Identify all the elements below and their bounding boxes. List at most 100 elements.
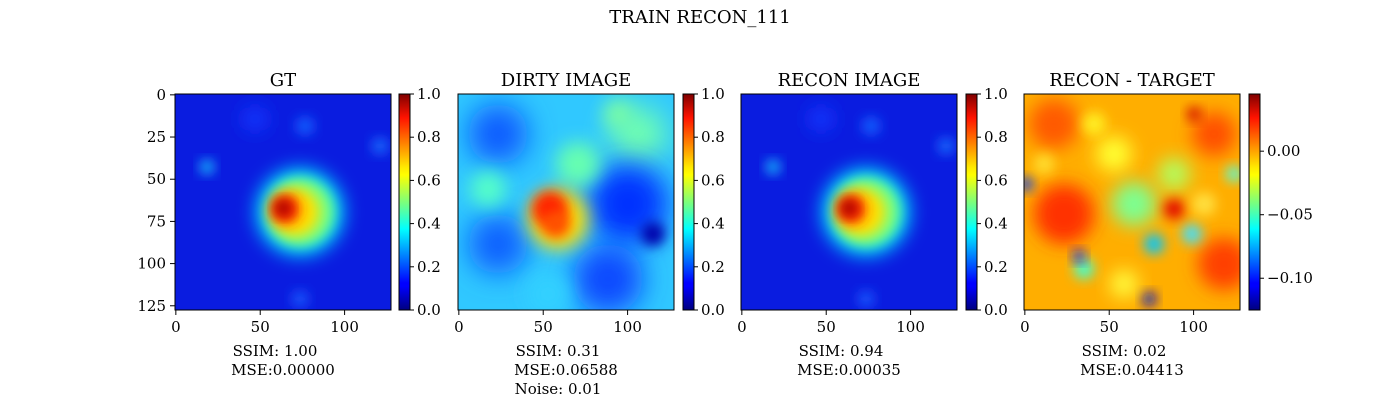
y-tick-label: 125	[137, 297, 166, 315]
subplot-title: GT	[270, 70, 296, 91]
metric-label: MSE:0.00035	[797, 361, 901, 379]
heatmap-blob	[1192, 192, 1216, 216]
colorbar-tick-label: 0.4	[984, 215, 1008, 233]
subplot-3: RECON IMAGE 0 50 100 0.0 0.2 0.4 0.6 0.8 1.0 SSIM:…	[737, 70, 1008, 379]
colorbar-tick-label: 0.4	[417, 215, 441, 233]
metric-label: MSE:0.04413	[1080, 361, 1184, 379]
heatmap-blob	[1074, 259, 1094, 279]
heatmap-blob	[526, 272, 570, 310]
colorbar-tick-label: 0.00	[1267, 142, 1300, 160]
x-tick-label: 0	[171, 318, 181, 336]
heatmap-blob	[468, 214, 528, 274]
heatmap-blob	[1029, 99, 1079, 149]
heatmap-blob	[1034, 184, 1094, 244]
colorbar-tick-label: 0.6	[417, 171, 441, 189]
heatmap-blob	[1082, 112, 1106, 136]
colorbar-tick-label: 0.6	[984, 171, 1008, 189]
colorbar-tick-label: 1.0	[701, 85, 725, 103]
colorbar-tick-label: 1.0	[417, 85, 441, 103]
heatmap-blob	[1024, 177, 1033, 191]
heatmap-blob	[556, 142, 600, 186]
x-tick-label: 0	[737, 318, 747, 336]
colorbar	[1248, 93, 1261, 311]
y-tick-label: 0	[156, 86, 166, 104]
heatmap-blob	[1110, 270, 1138, 298]
colorbar-tick-label: −0.10	[1267, 269, 1313, 287]
y-tick-label: 25	[147, 128, 166, 146]
heatmap-blob	[604, 100, 632, 128]
colorbar-tick-label: 1.0	[984, 85, 1008, 103]
heatmap-blob	[809, 107, 833, 131]
colorbar-tick-label: 0.2	[984, 258, 1008, 276]
heatmap-blob	[858, 291, 874, 307]
colorbar-tick-label: 0.4	[701, 215, 725, 233]
colorbar-tick-label: 0.0	[417, 301, 441, 319]
heatmap-blob	[1073, 250, 1085, 262]
axes-frame	[174, 93, 392, 311]
heatmap-blob	[292, 291, 308, 307]
heatmap-blob	[1182, 224, 1202, 244]
heatmap-blob	[1226, 166, 1240, 182]
heatmap-blob	[766, 160, 780, 174]
colorbar	[965, 93, 978, 311]
colorbar-tick-label: 0.0	[701, 301, 725, 319]
heatmap-blob	[1187, 107, 1201, 121]
heatmap-blob	[1192, 112, 1236, 156]
heatmap-blob	[841, 200, 857, 216]
y-tick-label: 75	[147, 212, 166, 230]
colorbar	[682, 93, 695, 311]
heatmap-image	[458, 94, 674, 310]
metric-label: Noise: 0.01	[515, 380, 602, 398]
x-tick-label: 100	[613, 318, 642, 336]
colorbar-tick-label: 0.8	[417, 128, 441, 146]
axes-frame	[457, 93, 675, 311]
subplot-title: RECON IMAGE	[778, 70, 921, 91]
heatmap-blob	[1164, 199, 1184, 219]
x-tick-label: 100	[330, 318, 359, 336]
colorbar-tick-label: 0.2	[417, 258, 441, 276]
heatmap-blob	[1096, 136, 1132, 172]
colorbar-tick-label: −0.05	[1267, 206, 1313, 224]
x-tick-label: 50	[817, 318, 836, 336]
heatmap-blob	[1144, 234, 1164, 254]
metric-label: SSIM: 0.31	[516, 342, 601, 360]
heatmap-blob	[470, 171, 506, 207]
heatmap-blob	[938, 138, 954, 154]
metric-label: SSIM: 1.00	[233, 342, 318, 360]
heatmap-blob	[243, 107, 267, 131]
y-tick-label: 100	[137, 255, 166, 273]
heatmap-blob	[862, 117, 880, 135]
heatmap-blob	[296, 117, 314, 135]
heatmap-blob	[573, 244, 643, 310]
heatmap-blob	[1158, 158, 1190, 190]
x-tick-label: 0	[454, 318, 464, 336]
x-tick-label: 50	[251, 318, 270, 336]
subplot-title: RECON - TARGET	[1049, 70, 1215, 91]
subplot-title: DIRTY IMAGE	[501, 70, 631, 91]
axes-frame	[1023, 93, 1241, 311]
heatmap-blob	[468, 104, 528, 164]
heatmap-blob	[275, 200, 291, 216]
colorbar-tick-label: 0.8	[701, 128, 725, 146]
subplot-2: DIRTY IMAGE 0 50 100 0.0 0.2 0.4 0.6 0.8 1.0 SSIM:…	[454, 70, 725, 398]
colorbar	[398, 93, 411, 311]
heatmap-blob	[641, 222, 665, 246]
figure-title: TRAIN RECON_111	[609, 7, 790, 28]
heatmap-blob	[372, 138, 388, 154]
x-tick-label: 100	[896, 318, 925, 336]
colorbar-tick-label: 0.0	[984, 301, 1008, 319]
subplot-1: GT 0 50 100 0 25 50 75 100 125 0.0 0.2 0.4 0.6 0.8 1.0 S…	[137, 70, 441, 379]
y-tick-label: 50	[147, 170, 166, 188]
x-tick-label: 0	[1020, 318, 1030, 336]
heatmap-blob	[200, 160, 214, 174]
heatmap-blob	[1112, 182, 1156, 226]
heatmap-image	[175, 94, 391, 310]
heatmap-image	[741, 94, 957, 310]
heatmap-blob	[542, 210, 570, 238]
axes-frame	[740, 93, 958, 311]
heatmap-blob	[1034, 154, 1054, 174]
panels: GT 0 50 100 0 25 50 75 100 125 0.0 0.2 0.4 0.6 0.8 1.0 S…	[137, 70, 1313, 398]
colorbar-tick-label: 0.6	[701, 171, 725, 189]
metric-label: SSIM: 0.02	[1082, 342, 1167, 360]
